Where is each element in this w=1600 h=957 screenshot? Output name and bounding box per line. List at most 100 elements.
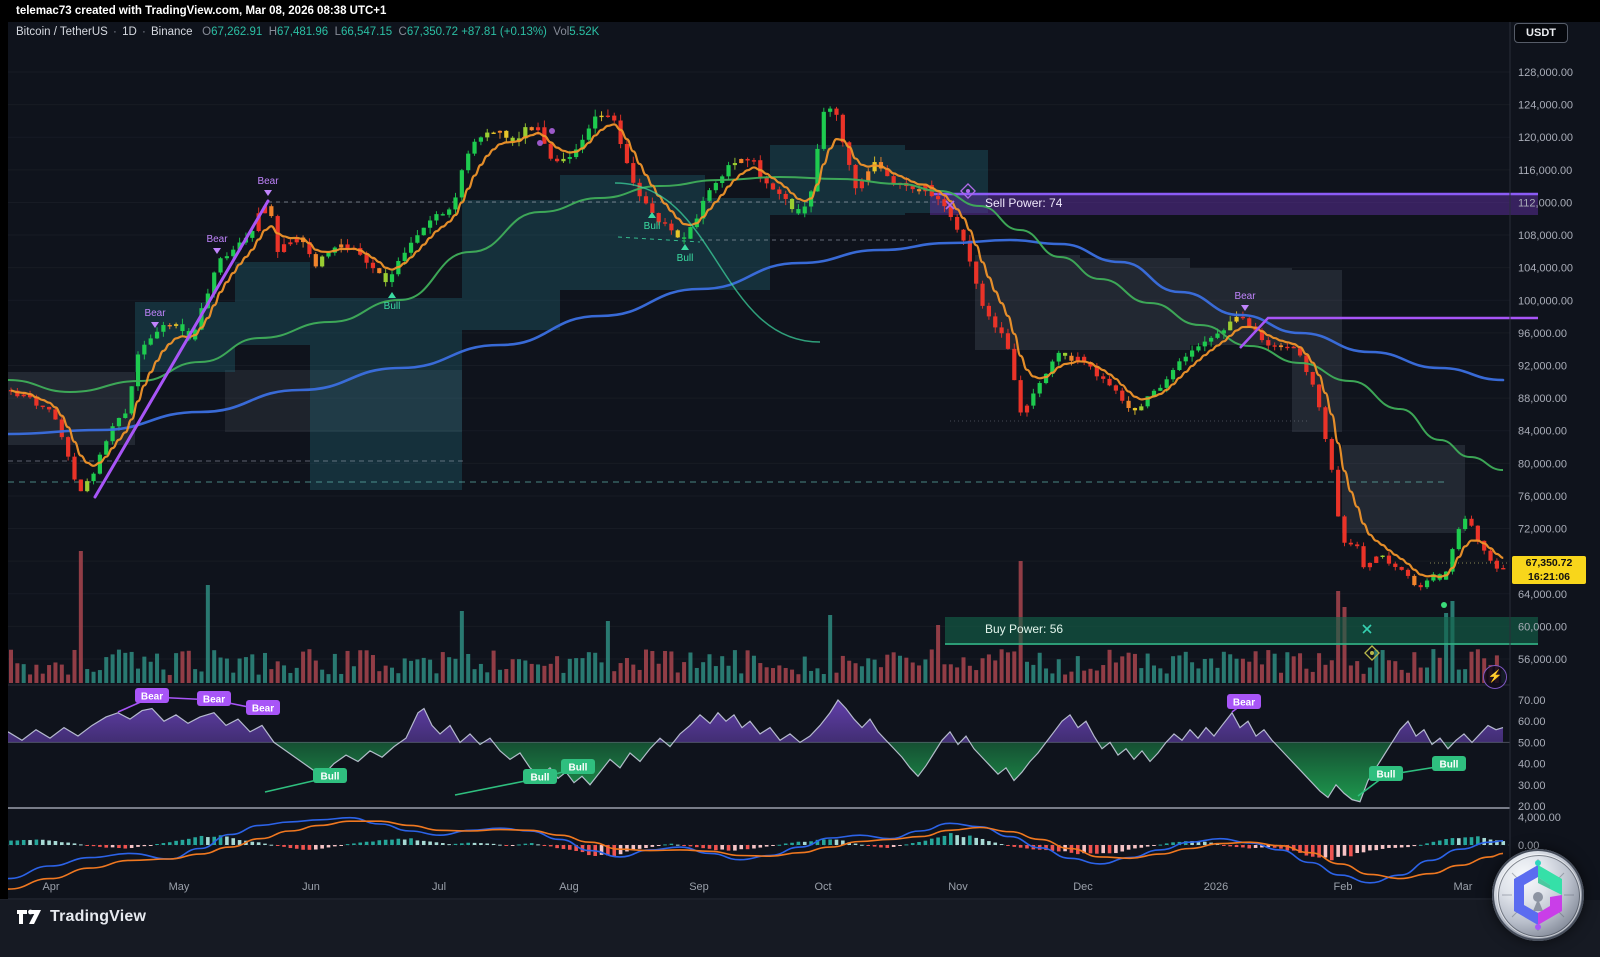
volume-bar [129,651,134,683]
time-axis-label[interactable]: Apr [42,881,59,893]
candle-body [986,305,991,317]
price-axis-label[interactable]: 128,000.00 [1518,67,1573,79]
macd-histogram-bar [637,845,642,849]
macd-histogram-bar [428,841,432,845]
macd-histogram-bar [288,845,293,849]
time-axis-label[interactable]: Mar [1454,881,1473,893]
osc-axis-label[interactable]: 60.00 [1518,716,1546,728]
macd-histogram-bar [40,839,45,845]
candle-body [1323,407,1328,440]
macd-histogram-bar [548,845,553,847]
candle-body [815,148,820,192]
price-axis-label[interactable]: 88,000.00 [1518,393,1567,405]
tradingview-logo[interactable]: TradingView [16,905,146,929]
osc-axis-label[interactable]: 50.00 [1518,737,1546,749]
bear-trendline-rally[interactable] [93,199,270,499]
volume-bar [1101,665,1106,683]
macd-histogram-bar [447,844,451,846]
bull-flag-label: Bull [384,301,401,312]
osc-axis-label[interactable]: 70.00 [1518,695,1546,707]
volume-bar [1272,653,1277,683]
last-price-value: 67,350.72 [1525,557,1573,569]
osc-axis-label[interactable]: 20.00 [1518,801,1546,813]
osc-axis-label[interactable]: 30.00 [1518,780,1546,792]
price-axis-label[interactable]: 108,000.00 [1518,230,1573,242]
volume-bar [529,663,534,683]
last-price-tag: 67,350.72 16:21:06 [1512,556,1586,584]
volume-bar [967,665,972,683]
time-axis-label[interactable]: Sep [689,881,709,893]
candle-body [1075,356,1080,361]
candle-body [1183,356,1188,362]
time-axis-label[interactable]: Oct [814,881,831,893]
price-axis-label[interactable]: 124,000.00 [1518,100,1573,112]
candle-body [726,165,731,177]
volume-bar [612,671,617,683]
price-axis-label[interactable]: 72,000.00 [1518,524,1567,536]
price-axis-label[interactable]: 76,000.00 [1518,491,1567,503]
sell-power-band [930,193,1538,215]
time-axis-label[interactable]: Aug [559,881,579,893]
volume-bar [370,655,375,683]
macd-histogram-bar [491,843,496,845]
osc-axis-label[interactable]: 40.00 [1518,759,1546,771]
time-axis-label[interactable]: Feb [1334,881,1353,893]
price-axis-label[interactable]: 104,000.00 [1518,263,1573,275]
candle-body [834,108,839,115]
macd-histogram-bar [714,845,718,851]
candle-body [66,437,71,457]
volume-bar [1355,661,1360,683]
macd-histogram-bar [987,841,991,845]
volume-bar [1469,651,1474,683]
candle-body [383,273,388,283]
time-axis-label[interactable]: May [169,881,190,893]
macd-histogram-bar [1310,845,1315,857]
volume-bar [1056,659,1061,683]
volume-bar [999,649,1004,683]
time-axis-label[interactable]: Jul [432,881,446,893]
currency-toggle-button[interactable]: USDT [1514,23,1568,43]
time-axis-label[interactable]: Jun [302,881,320,893]
price-axis-label[interactable]: 120,000.00 [1518,132,1573,144]
bull-trendline[interactable] [614,182,821,343]
time-axis-label[interactable]: Nov [948,881,968,893]
price-axis-label[interactable]: 100,000.00 [1518,295,1573,307]
low-value: 66,547.15 [340,26,393,38]
price-axis-label[interactable]: 84,000.00 [1518,426,1567,438]
price-axis-label[interactable]: 116,000.00 [1518,165,1572,177]
time-axis-label[interactable]: Dec [1073,881,1093,893]
price-axis-label[interactable]: 96,000.00 [1518,328,1567,340]
price-axis-label[interactable]: 64,000.00 [1518,589,1567,601]
price-axis-label[interactable]: 112,000.00 [1518,197,1572,209]
price-axis-label[interactable]: 92,000.00 [1518,361,1567,373]
candle-body [713,182,718,191]
lightning-icon[interactable]: ⚡ [1483,665,1507,689]
volume-bar [802,656,807,683]
candle-body [1107,378,1112,386]
candle-body [631,163,636,183]
macd-histogram-bar [28,840,32,845]
price-axis-label[interactable]: 80,000.00 [1518,458,1567,470]
macd-histogram-bar [745,845,750,850]
candle-body [1405,569,1411,576]
candle-body [345,244,350,250]
macd-histogram-bar [60,842,64,845]
price-axis-label[interactable]: 60,000.00 [1518,621,1567,633]
time-axis-label[interactable]: 2026 [1204,881,1228,893]
macd-histogram-bar [872,845,877,847]
bear-trendline-feb[interactable] [1239,316,1538,349]
volume-bar [434,673,439,683]
macd-histogram-bar [1399,845,1404,848]
volume-bar [1113,662,1118,683]
candle-body [1056,352,1061,362]
macd-histogram-bar [1247,845,1252,849]
macd-axis-label[interactable]: 4,000.00 [1518,812,1561,824]
volume-bar [961,657,966,683]
candle-body [59,419,64,438]
price-axis-label[interactable]: 56,000.00 [1518,654,1567,666]
interval[interactable]: 1D [122,26,137,38]
symbol-name[interactable]: Bitcoin / TetherUS [16,26,108,38]
symbol-legend[interactable]: Bitcoin / TetherUS · 1D · Binance O67,26… [16,26,600,38]
candle-body [593,116,598,129]
